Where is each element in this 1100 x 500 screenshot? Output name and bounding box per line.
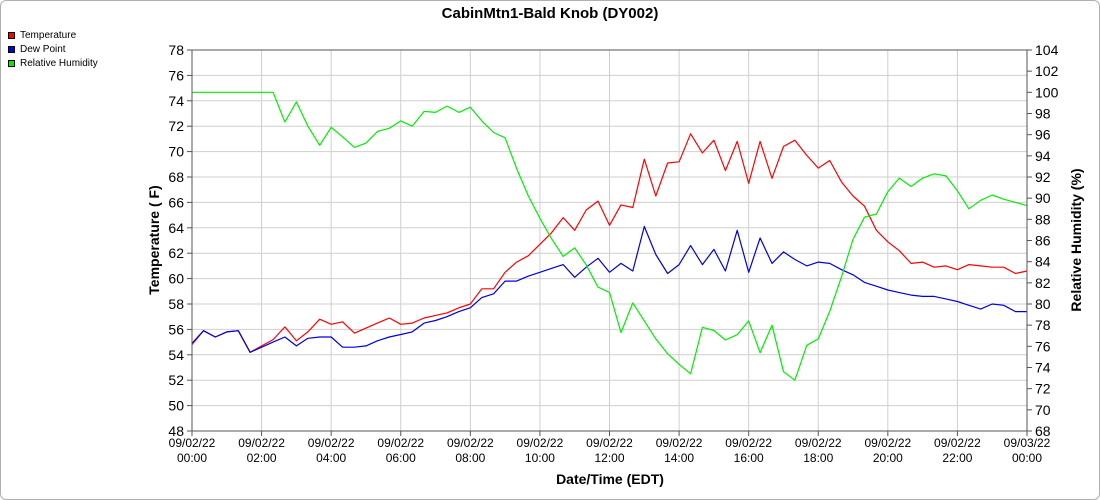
y-tick-label: 74: [168, 93, 184, 109]
y2-tick-label: 82: [1035, 275, 1051, 291]
y2-axis-label: Relative Humidity (%): [1068, 168, 1084, 311]
y-tick-label: 62: [168, 245, 184, 261]
x-tick-date: 09/02/22: [447, 436, 494, 450]
series-line-relative-humidity: [192, 91, 1028, 381]
x-axis-label: Date/Time (EDT): [556, 471, 664, 487]
x-tick-date: 09/03/22: [1004, 436, 1051, 450]
series-line-dew-point: [191, 225, 1027, 353]
y2-tick-label: 104: [1035, 42, 1059, 58]
legend-label-temperature: Temperature: [20, 29, 77, 41]
x-tick-time: 14:00: [664, 451, 694, 465]
legend-item-temperature: Temperature: [8, 28, 98, 42]
y-tick-label: 66: [168, 194, 184, 210]
series-layer: [191, 91, 1028, 381]
x-axis: 09/02/2200:0009/02/2202:0009/02/2204:000…: [169, 431, 1051, 465]
y-axis-right: 68 70 72 74 76 78 80 82 84 86 88 90 92 94 96 98 100 102 10…: [1027, 42, 1059, 439]
y-tick-label: 54: [168, 347, 184, 363]
y-tick-label: 64: [168, 220, 184, 236]
x-tick-time: 04:00: [316, 451, 346, 465]
y-tick-label: 70: [168, 144, 184, 160]
y2-tick-label: 92: [1035, 169, 1051, 185]
x-tick-date: 09/02/22: [934, 436, 981, 450]
y-tick-label: 50: [168, 398, 184, 414]
y-axis-label: Temperature ( F): [146, 185, 162, 294]
x-tick-date: 09/02/22: [238, 436, 285, 450]
x-tick-time: 00:00: [1012, 451, 1042, 465]
x-tick-date: 09/02/22: [517, 436, 564, 450]
y2-tick-label: 84: [1035, 254, 1051, 270]
x-tick-time: 06:00: [386, 451, 416, 465]
y2-tick-label: 94: [1035, 148, 1051, 164]
x-tick-time: 10:00: [525, 451, 555, 465]
legend: Temperature Dew Point Relative Humidity: [8, 28, 98, 70]
y2-tick-label: 68: [1035, 423, 1051, 439]
legend-item-dew-point: Dew Point: [8, 42, 98, 56]
grid: [191, 49, 1028, 432]
x-tick-time: 12:00: [594, 451, 624, 465]
y-tick-label: 76: [168, 67, 184, 83]
y2-tick-label: 76: [1035, 338, 1051, 354]
x-tick-time: 22:00: [942, 451, 972, 465]
y-tick-label: 68: [168, 169, 184, 185]
legend-item-relative-humidity: Relative Humidity: [8, 56, 98, 70]
y2-tick-label: 102: [1035, 63, 1059, 79]
y-tick-label: 52: [168, 372, 184, 388]
y2-tick-label: 80: [1035, 296, 1051, 312]
y2-tick-label: 88: [1035, 211, 1051, 227]
x-tick-date: 09/02/22: [377, 436, 424, 450]
x-tick-time: 20:00: [873, 451, 903, 465]
x-tick-date: 09/02/22: [864, 436, 911, 450]
y-tick-label: 60: [168, 271, 184, 287]
y2-tick-label: 86: [1035, 233, 1051, 249]
y2-tick-label: 98: [1035, 106, 1051, 122]
x-tick-time: 02:00: [247, 451, 277, 465]
y2-tick-label: 100: [1035, 84, 1059, 100]
y-tick-label: 58: [168, 296, 184, 312]
x-tick-date: 09/02/22: [725, 436, 772, 450]
series-line-temperature: [191, 133, 1028, 353]
y2-tick-label: 70: [1035, 402, 1051, 418]
y-axis-left: 48 50 52 54 56 58 60 62 64 66 68 70 72 74 76 78: [168, 42, 192, 439]
y-tick-label: 56: [168, 321, 184, 337]
x-tick-date: 09/02/22: [656, 436, 703, 450]
y2-tick-label: 96: [1035, 127, 1051, 143]
legend-swatch-dew-point: [8, 45, 15, 53]
x-tick-date: 09/02/22: [586, 436, 633, 450]
legend-swatch-relative-humidity: [8, 59, 15, 67]
legend-label-dew-point: Dew Point: [20, 43, 66, 55]
x-tick-date: 09/02/22: [169, 436, 216, 450]
y2-tick-label: 74: [1035, 360, 1051, 376]
x-tick-time: 08:00: [455, 451, 485, 465]
x-tick-date: 09/02/22: [308, 436, 355, 450]
y-tick-label: 48: [168, 423, 184, 439]
y-tick-label: 78: [168, 42, 184, 58]
y-tick-label: 72: [168, 118, 184, 134]
x-tick-time: 00:00: [177, 451, 207, 465]
chart-title: CabinMtn1-Bald Knob (DY002): [441, 5, 659, 22]
legend-swatch-temperature: [8, 31, 15, 39]
x-tick-time: 18:00: [803, 451, 833, 465]
legend-label-relative-humidity: Relative Humidity: [20, 57, 98, 69]
x-tick-date: 09/02/22: [795, 436, 842, 450]
x-tick-time: 16:00: [734, 451, 764, 465]
y2-tick-label: 78: [1035, 317, 1051, 333]
y2-tick-label: 72: [1035, 381, 1051, 397]
y2-tick-label: 90: [1035, 190, 1051, 206]
